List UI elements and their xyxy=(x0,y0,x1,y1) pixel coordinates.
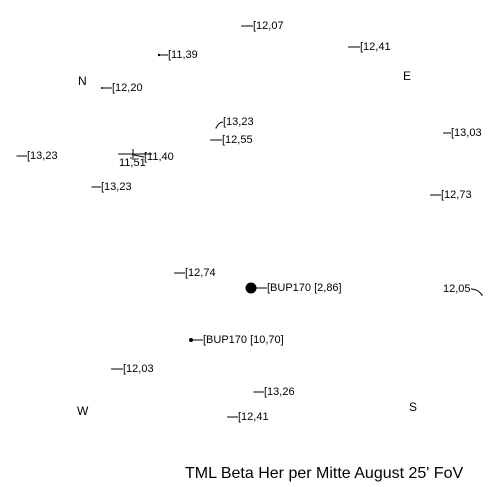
star-label: [13,23 xyxy=(101,181,132,193)
star xyxy=(132,154,134,156)
star-label: [11,40 xyxy=(144,151,174,163)
star xyxy=(241,25,243,27)
star-label: 12,05 xyxy=(443,283,471,295)
star xyxy=(348,46,350,48)
star-label: [12,41 xyxy=(360,41,391,53)
leader-line xyxy=(215,121,224,129)
star-label: [11,39 xyxy=(168,49,198,61)
star-label: [12,41 xyxy=(238,411,269,423)
star-label: [13,26 xyxy=(264,386,295,398)
star-label: [13,23 xyxy=(27,150,58,162)
star-label: [13,03 xyxy=(451,127,482,139)
direction-label: N xyxy=(78,74,87,88)
star xyxy=(210,139,212,141)
star-label: [12,55 xyxy=(222,134,253,146)
leader-line xyxy=(470,288,483,296)
star-label: [BUP170 [2,86] xyxy=(267,282,342,294)
star-label: [12,20 xyxy=(112,82,143,94)
star-label: [BUP170 [10,70] xyxy=(203,334,284,346)
star xyxy=(443,132,445,134)
direction-label: E xyxy=(403,69,411,83)
star xyxy=(245,282,257,294)
star-label: 11,51 xyxy=(119,157,146,169)
direction-label: W xyxy=(77,404,89,418)
star xyxy=(227,416,229,418)
star-label: [12,73 xyxy=(441,189,472,201)
star xyxy=(91,186,93,188)
star-label: [12,74 xyxy=(185,267,216,279)
star xyxy=(174,272,176,274)
star-label: [12,03 xyxy=(123,363,154,375)
star xyxy=(157,53,161,57)
star-label: [12,07 xyxy=(253,20,284,32)
direction-label: S xyxy=(409,400,417,414)
star xyxy=(430,194,432,196)
star xyxy=(101,87,103,89)
star xyxy=(253,391,255,393)
star xyxy=(16,155,18,157)
star-label: [13,23 xyxy=(223,116,254,128)
chart-title: TML Beta Her per Mitte August 25' FoV xyxy=(185,465,463,482)
star xyxy=(111,368,113,370)
star xyxy=(189,338,193,342)
star xyxy=(130,157,132,159)
leader-line xyxy=(133,154,145,158)
